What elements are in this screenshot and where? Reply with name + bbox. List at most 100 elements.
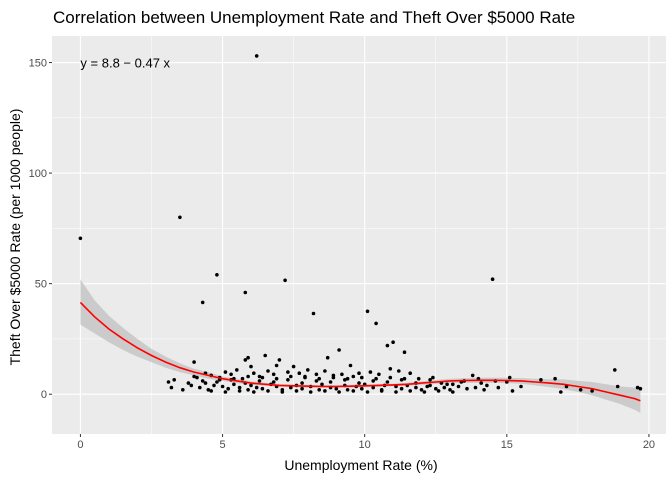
data-point [192,360,196,364]
data-point [615,384,620,389]
data-point [328,380,333,384]
data-point [385,380,390,384]
data-point [428,378,432,382]
data-point [271,380,276,384]
data-point [419,388,424,392]
data-point [189,383,194,388]
data-point [451,390,455,394]
data-point [198,385,202,390]
data-point [348,363,353,368]
data-point [266,389,270,393]
plot-panel [52,36,666,434]
data-point [291,364,296,369]
data-point [431,375,435,380]
data-point [300,386,304,391]
data-point [638,386,643,391]
data-point [280,390,285,394]
data-point [215,273,219,277]
data-point [371,379,376,383]
data-point [334,386,339,391]
data-point [425,384,430,389]
data-point [553,376,557,381]
x-tick-label: 10 [359,439,371,451]
data-point [416,376,421,381]
data-point [473,385,478,390]
data-point [254,385,259,390]
y-axis-title: Theft Over $5000 Rate (per 1000 people) [7,109,23,366]
data-point [451,382,455,387]
y-tick-label: 50 [35,279,47,291]
data-point [172,378,176,382]
data-point [289,385,293,390]
grid-lines [52,36,666,434]
data-point [360,386,364,391]
data-point [331,375,336,380]
data-point [490,277,495,282]
data-point [371,385,376,390]
data-point [613,368,617,372]
data-point [388,375,393,380]
data-point [232,382,236,387]
data-point [257,374,262,379]
data-point [519,384,523,389]
data-point [385,343,390,348]
data-point [249,364,253,369]
data-point [215,380,219,384]
data-point [448,388,452,392]
y-tick-label: 0 [41,389,47,401]
data-point [246,374,250,379]
data-point [496,385,501,390]
data-point [422,390,427,394]
data-point [203,381,208,385]
data-point [308,390,313,394]
data-point [166,380,171,384]
data-point [260,375,265,380]
data-point [252,390,256,394]
data-point [379,389,384,393]
data-point [325,355,330,360]
data-point [297,371,302,376]
data-point [271,372,276,377]
data-point [428,383,432,388]
data-point [590,389,594,393]
data-point [399,378,404,382]
data-point [357,381,361,385]
data-point [314,372,319,377]
data-point [78,236,83,241]
data-point [337,390,341,394]
data-point [300,381,304,385]
data-point [263,353,268,358]
data-point [178,215,182,220]
data-point [181,388,185,392]
data-point [345,388,350,392]
x-tick-label: 15 [501,439,513,451]
data-point [635,385,640,390]
data-point [442,385,447,390]
data-point [351,374,356,379]
data-point [394,390,398,394]
data-point [243,358,248,362]
smooth-line [79,301,641,402]
x-tick-label: 20 [643,439,655,451]
data-point [374,376,378,381]
data-point [397,369,401,373]
x-tick-label: 0 [77,439,83,451]
data-point [249,383,253,388]
data-point [436,389,441,393]
data-point [283,278,287,283]
data-point [186,381,191,385]
data-point [399,386,404,391]
data-point [200,300,205,305]
data-point [559,390,563,394]
data-point [252,371,256,376]
data-point [169,385,174,390]
data-point [368,370,373,374]
data-point [195,375,199,380]
data-point [277,358,282,362]
data-point [388,367,393,371]
data-point [223,390,228,394]
data-point [374,321,378,326]
data-point [246,388,250,392]
data-point [212,383,216,388]
